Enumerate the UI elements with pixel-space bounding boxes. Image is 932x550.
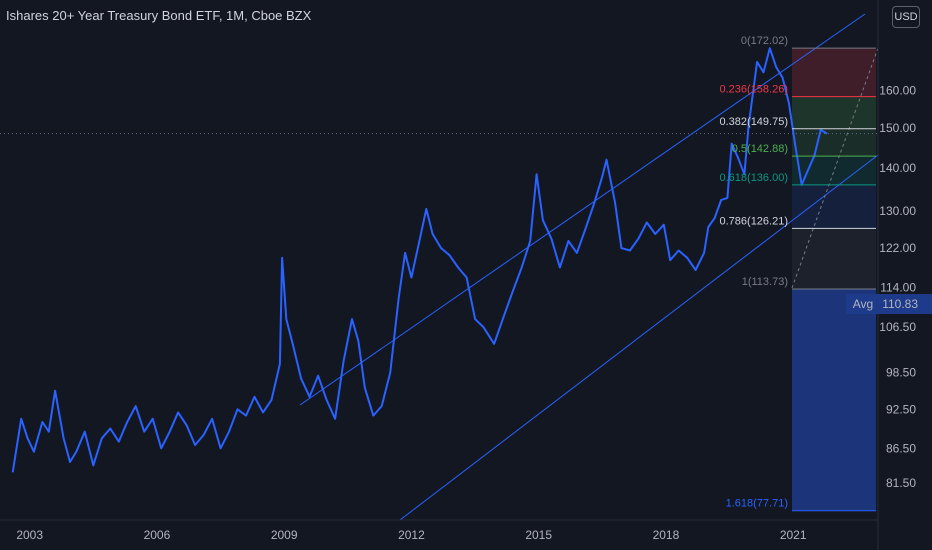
y-tick-label: 114.00 (880, 281, 916, 295)
channel-lower-line (399, 154, 879, 521)
y-tick-label: 150.00 (879, 121, 916, 135)
y-tick-label: 130.00 (879, 204, 916, 218)
x-tick-label: 2009 (271, 528, 298, 542)
x-tick-label: 2003 (16, 528, 43, 542)
fibonacci-zones (792, 48, 876, 511)
x-tick-label: 2012 (398, 528, 425, 542)
fib-level-label: 1.618(77.71) (726, 498, 788, 510)
avg-value-box (878, 294, 932, 315)
avg-value: 110.83 (882, 297, 918, 311)
y-tick-label: 140.00 (879, 161, 916, 175)
fib-level-label: 0.236(158.26) (720, 84, 789, 96)
fib-zone (792, 128, 876, 157)
x-tick-label: 2015 (525, 528, 552, 542)
x-tick-label: 2018 (653, 528, 680, 542)
y-tick-label: 92.50 (886, 402, 916, 416)
trend-dashed-line (791, 47, 879, 289)
price-series (11, 47, 828, 473)
fib-zone (792, 288, 876, 511)
fibonacci-levels: 0(172.02) 0.236(158.26) 0.382(149.75) 0.5(1… (0, 35, 878, 512)
y-tick-label: 98.50 (886, 366, 916, 380)
avg-label: Avg (853, 297, 873, 311)
fib-level-label: 1(113.73) (742, 276, 788, 288)
fib-zone (792, 228, 876, 289)
fib-level-label: 0.786(126.21) (720, 215, 789, 227)
fib-level-label: 0.5(142.88) (732, 143, 788, 155)
y-tick-label: 86.50 (886, 441, 916, 455)
y-tick-label: 81.50 (886, 476, 916, 490)
fib-zone (792, 96, 876, 129)
fib-level-label: 0(172.02) (741, 35, 788, 47)
price-channel (299, 13, 879, 521)
fib-level-label: 0.618(136.00) (720, 172, 789, 184)
fib-level-label: 0.382(149.75) (720, 116, 789, 128)
avg-label-box (846, 294, 880, 315)
y-tick-label: 106.50 (879, 320, 916, 334)
x-tick-label: 2021 (780, 528, 807, 542)
price-line (11, 47, 828, 473)
x-tick-label: 2006 (144, 528, 171, 542)
fib-zone (792, 48, 876, 97)
currency-button[interactable]: USD (892, 6, 920, 28)
chart-title: Ishares 20+ Year Treasury Bond ETF, 1M, … (6, 8, 312, 23)
fib-zone (792, 156, 876, 185)
y-tick-label: 122.00 (879, 241, 916, 255)
fib-zone (792, 184, 876, 229)
y-tick-label: 160.00 (879, 83, 916, 97)
